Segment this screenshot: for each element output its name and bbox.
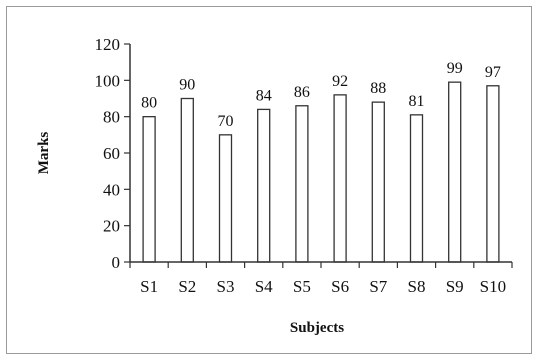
y-tick-label: 120 <box>95 35 121 54</box>
data-label-s6: 92 <box>332 73 348 90</box>
data-label-s5: 86 <box>294 84 310 101</box>
x-tick-label-s6: S6 <box>331 277 349 296</box>
x-tick-label-s7: S7 <box>369 277 387 296</box>
bar-s5 <box>295 105 309 263</box>
bar-s1 <box>142 116 156 263</box>
y-tick-label: 40 <box>103 180 120 199</box>
bar-s3 <box>218 134 233 263</box>
bars: 80 90 70 84 86 92 88 81 99 97 <box>141 60 501 263</box>
x-tick-label-s9: S9 <box>446 277 464 296</box>
x-tick-label-s10: S10 <box>480 277 506 296</box>
bar-s8 <box>409 114 424 263</box>
bar-s7 <box>371 101 385 263</box>
x-tick-label-s3: S3 <box>217 277 235 296</box>
data-label-s1: 80 <box>141 95 157 112</box>
y-tick-label: 60 <box>103 144 120 163</box>
bar-s9 <box>448 81 462 263</box>
y-axis-title: Marks <box>36 132 52 175</box>
x-tick-label-s1: S1 <box>140 277 158 296</box>
data-label-s9: 99 <box>447 60 463 77</box>
data-label-s8: 81 <box>409 93 425 110</box>
data-label-s7: 88 <box>370 80 386 97</box>
x-tick-label-s2: S2 <box>178 277 196 296</box>
y-tick-label: 20 <box>103 217 120 236</box>
y-tick-label: 80 <box>103 108 120 127</box>
bar-s2 <box>180 97 194 263</box>
y-tick-label: 100 <box>95 71 121 90</box>
bar-s4 <box>257 108 271 263</box>
x-tick-label-s8: S8 <box>408 277 426 296</box>
x-tick-label-s5: S5 <box>293 277 311 296</box>
x-axis-ticks: S1 S2 S3 S4 S5 S6 S7 S8 S9 S10 <box>129 262 513 296</box>
data-label-s4: 84 <box>256 87 272 104</box>
x-tick-label-s4: S4 <box>255 277 273 296</box>
data-label-s2: 90 <box>179 77 195 94</box>
y-tick-label: 0 <box>112 253 121 272</box>
bar-s6 <box>333 94 347 263</box>
y-axis-ticks: 0 20 40 60 80 100 120 <box>95 35 130 272</box>
bar-s10 <box>486 85 500 263</box>
x-axis-title: Subjects <box>290 320 344 336</box>
data-label-s10: 97 <box>485 64 501 81</box>
data-label-s3: 70 <box>218 113 234 130</box>
